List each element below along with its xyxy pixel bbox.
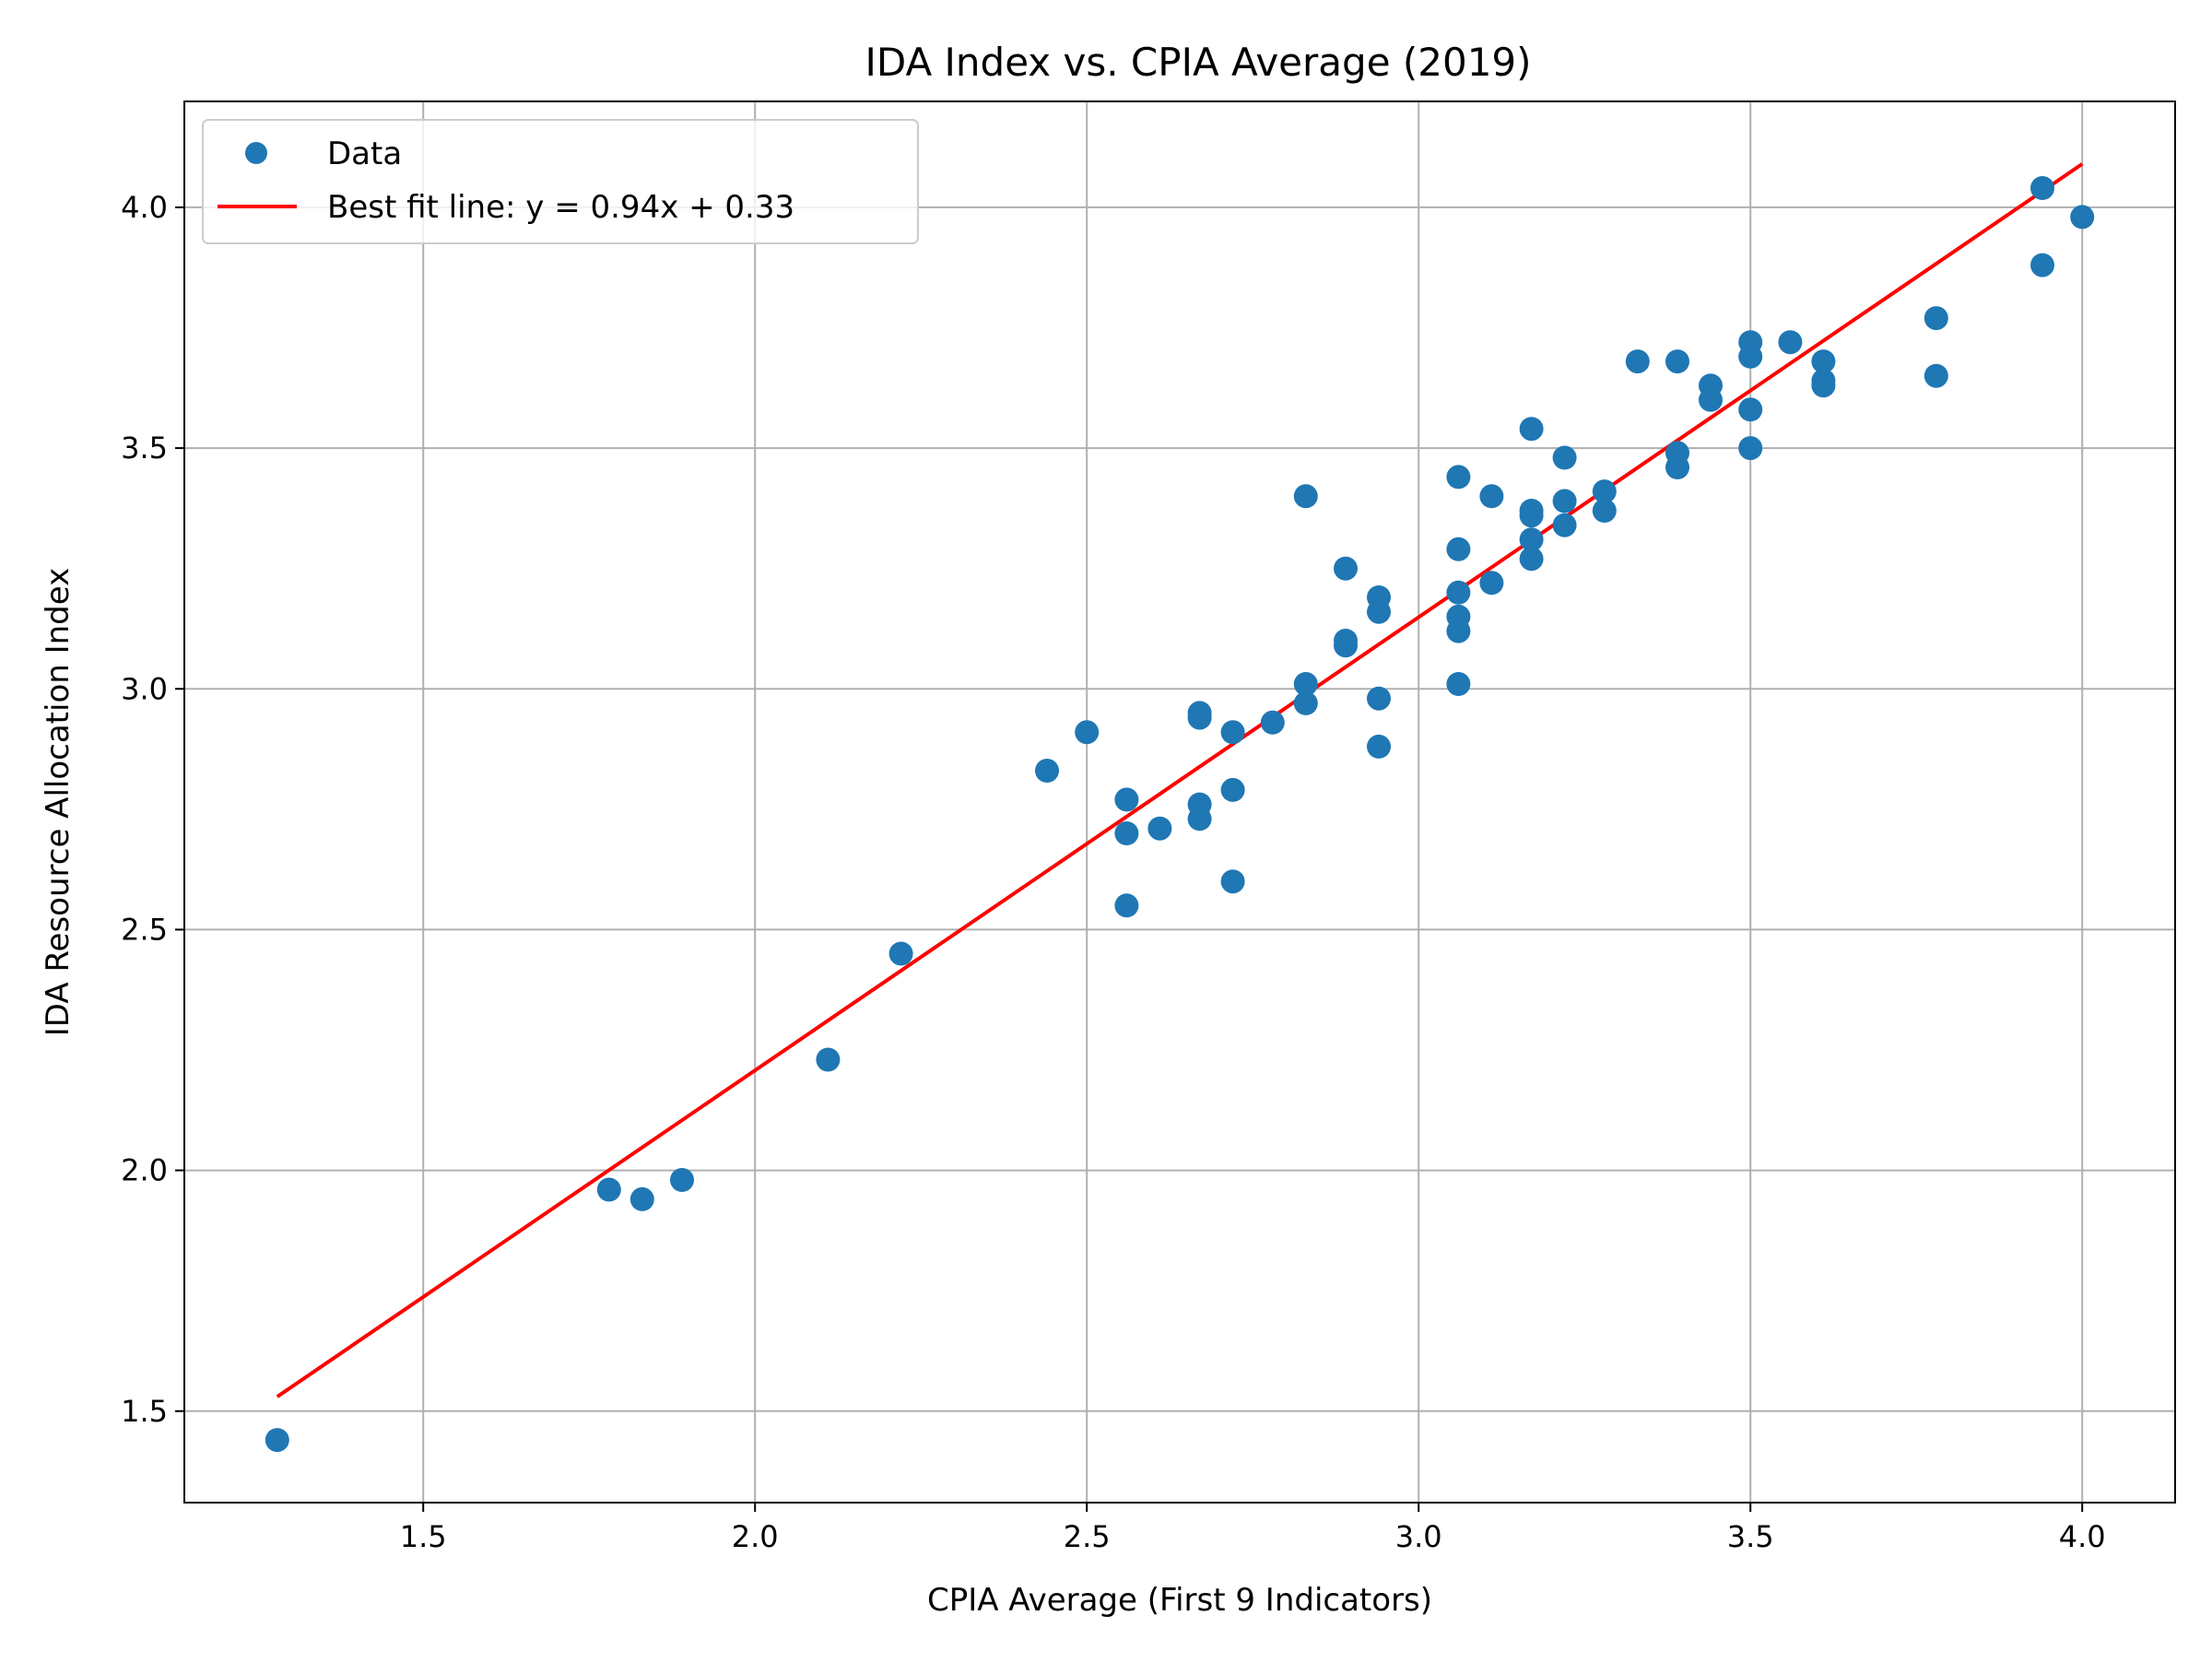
data-point <box>1519 417 1544 442</box>
data-point <box>1334 556 1358 581</box>
data-point <box>1367 686 1391 711</box>
plot-frame <box>183 100 2176 1504</box>
data-point <box>1114 893 1139 918</box>
chart-title: IDA Index vs. CPIA Average (2019) <box>865 40 1531 85</box>
data-point <box>1778 330 1803 355</box>
data-point <box>1446 580 1471 605</box>
data-point <box>1811 349 1836 374</box>
best-fit-line <box>276 162 2084 1398</box>
data-point <box>2030 253 2054 277</box>
x-tick-label: 3.0 <box>1395 1519 1442 1554</box>
data-point <box>1552 513 1577 537</box>
y-axis-label: IDA Resource Allocation Index <box>40 568 76 1036</box>
data-point <box>1738 436 1763 461</box>
data-point <box>1260 710 1285 735</box>
data-point <box>2070 205 2095 230</box>
data-point <box>1665 349 1689 374</box>
data-point <box>629 1186 654 1211</box>
data-point <box>1592 499 1617 523</box>
data-point <box>1293 690 1318 715</box>
data-point <box>1075 720 1100 745</box>
data-point <box>1665 455 1689 479</box>
data-point <box>1367 734 1391 759</box>
data-point <box>1924 306 1948 331</box>
data-point <box>1220 869 1245 894</box>
data-point <box>1220 777 1245 802</box>
data-points-layer <box>265 176 2095 1453</box>
data-point <box>1552 489 1577 513</box>
data-point <box>1334 633 1358 658</box>
data-point <box>1446 537 1471 561</box>
legend-marker-data <box>245 142 267 164</box>
data-point <box>1552 445 1577 470</box>
legend: Data Best fit line: y = 0.94x + 0.33 <box>202 119 919 244</box>
data-point <box>265 1428 289 1453</box>
data-point <box>1035 759 1059 783</box>
best-fit-line-layer <box>276 162 2084 1398</box>
legend-label-data: Data <box>327 136 402 172</box>
data-point <box>1738 344 1763 369</box>
axis-ticks: 1.5 2.0 2.5 3.0 3.5 4.0 1.5 2.0 2.5 3.0 3.5 4.0 <box>121 190 2106 1554</box>
data-point <box>1187 807 1212 832</box>
data-point <box>888 941 913 966</box>
data-point <box>1479 571 1504 596</box>
data-point <box>816 1047 841 1072</box>
x-tick-label: 1.5 <box>400 1519 447 1554</box>
data-point <box>1446 619 1471 643</box>
data-point <box>1367 599 1391 624</box>
data-point <box>670 1168 694 1192</box>
data-point <box>1479 484 1504 509</box>
data-point <box>1446 465 1471 489</box>
data-point <box>1519 527 1544 552</box>
y-tick-label: 1.5 <box>121 1394 168 1429</box>
data-point <box>1811 373 1836 398</box>
data-point <box>1114 787 1139 812</box>
legend-box <box>202 119 919 244</box>
data-point <box>1187 705 1212 730</box>
y-tick-label: 2.5 <box>121 912 168 947</box>
data-point <box>1699 387 1723 412</box>
data-point <box>1147 816 1172 841</box>
data-point <box>1446 672 1471 696</box>
x-tick-label: 2.5 <box>1064 1519 1111 1554</box>
y-tick-label: 2.0 <box>121 1153 168 1188</box>
data-point <box>2030 176 2054 200</box>
data-point <box>1220 720 1245 745</box>
data-point <box>1114 821 1139 845</box>
data-point <box>1924 363 1948 388</box>
data-point <box>1519 503 1544 528</box>
x-tick-label: 2.0 <box>732 1519 779 1554</box>
data-point <box>1293 672 1318 696</box>
data-point <box>596 1177 621 1202</box>
x-tick-label: 3.5 <box>1727 1519 1774 1554</box>
grid-lines <box>184 101 2175 1503</box>
data-point <box>1738 397 1763 422</box>
y-tick-label: 3.0 <box>121 671 168 706</box>
x-axis-label: CPIA Average (First 9 Indicators) <box>927 1582 1432 1619</box>
x-tick-label: 4.0 <box>2059 1519 2106 1554</box>
legend-label-fit-line: Best fit line: y = 0.94x + 0.33 <box>327 189 794 226</box>
data-point <box>1293 484 1318 509</box>
y-tick-label: 3.5 <box>121 430 168 466</box>
y-tick-label: 4.0 <box>121 190 168 225</box>
data-point <box>1592 479 1617 504</box>
data-point <box>1519 547 1544 572</box>
data-point <box>1625 349 1650 374</box>
